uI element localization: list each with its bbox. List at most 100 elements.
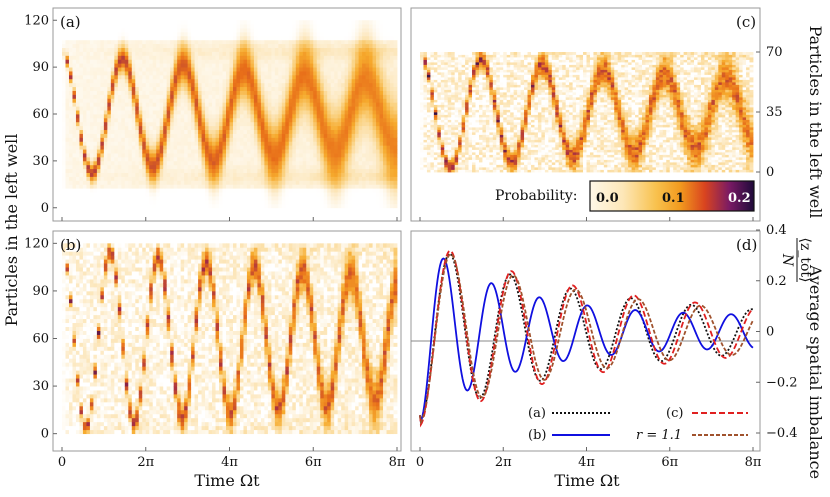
heat-cell xyxy=(393,133,398,138)
heat-cell xyxy=(299,31,304,37)
heat-cell xyxy=(337,156,342,162)
heat-cell xyxy=(212,188,216,193)
heat-cell xyxy=(334,137,339,142)
heat-cell xyxy=(180,90,185,95)
heat-cell xyxy=(159,203,164,209)
heat-cell xyxy=(302,137,307,142)
heat-cell xyxy=(93,176,98,181)
heat-cell xyxy=(138,43,143,48)
heat-cell xyxy=(341,39,346,45)
heat-cell xyxy=(250,71,255,76)
heat-cell xyxy=(257,71,262,76)
heat-cell xyxy=(365,145,370,150)
heat-cell xyxy=(62,199,66,205)
heat-cell xyxy=(173,121,178,127)
heat-cell xyxy=(358,59,363,64)
heat-cell xyxy=(65,180,70,185)
heat-cell xyxy=(271,176,276,181)
heat-cell xyxy=(110,59,115,64)
heat-cell xyxy=(281,141,286,146)
heat-cell xyxy=(348,86,353,91)
heat-cell xyxy=(219,145,223,150)
heat-cell xyxy=(306,145,311,150)
heat-cell xyxy=(253,114,258,119)
heat-cell xyxy=(82,362,87,367)
heat-cell xyxy=(86,153,91,158)
heat-cell xyxy=(215,82,220,88)
heat-cell xyxy=(341,90,346,95)
heat-cell xyxy=(351,110,356,115)
heat-cell xyxy=(72,421,77,427)
heat-cell xyxy=(369,137,373,142)
heat-cell xyxy=(135,153,140,158)
heat-cell xyxy=(334,106,339,111)
heat-cell xyxy=(180,121,185,127)
heat-cell xyxy=(330,188,335,193)
heat-cell xyxy=(86,386,91,391)
heat-cell xyxy=(229,114,234,119)
heat-cell xyxy=(62,98,66,103)
heat-cell xyxy=(348,55,353,60)
heat-cell xyxy=(65,405,70,411)
heat-cell xyxy=(313,78,318,84)
heat-cell xyxy=(152,149,157,154)
heat-cell xyxy=(145,184,150,189)
heat-cell xyxy=(344,145,349,150)
heat-cell xyxy=(309,137,314,142)
heat-cell xyxy=(281,28,286,33)
heat-cell xyxy=(205,71,209,76)
heat-cell xyxy=(212,63,216,68)
heat-cell xyxy=(72,114,77,119)
heat-cell xyxy=(236,82,241,88)
heat-cell xyxy=(232,176,237,181)
heat-cell xyxy=(65,168,70,173)
heat-cell xyxy=(173,125,178,131)
heat-cell xyxy=(149,86,154,91)
heat-cell xyxy=(393,55,398,60)
heat-cell xyxy=(208,125,213,131)
heat-cell xyxy=(82,374,87,379)
heat-cell xyxy=(323,78,328,84)
heat-cell xyxy=(62,397,66,403)
heat-cell xyxy=(62,346,66,351)
heat-cell xyxy=(82,394,87,399)
heat-cell xyxy=(194,114,199,119)
heat-cell xyxy=(86,149,91,154)
heat-cell xyxy=(110,43,115,48)
heat-cell xyxy=(222,86,227,91)
heat-cell xyxy=(163,106,168,111)
heat-cell xyxy=(75,172,80,177)
heat-cell xyxy=(295,121,300,127)
heat-cell xyxy=(236,51,241,56)
heat-cell xyxy=(170,63,175,68)
heat-cell xyxy=(100,121,105,127)
heat-cell xyxy=(156,129,161,134)
heat-cell xyxy=(117,31,122,37)
heat-cell xyxy=(138,71,143,76)
heat-cell xyxy=(117,90,122,95)
heat-cell xyxy=(75,176,80,181)
heat-cell xyxy=(229,196,234,201)
heat-cell xyxy=(222,24,227,29)
heat-cell xyxy=(159,121,164,127)
heat-cell xyxy=(198,31,202,37)
heat-cell xyxy=(323,35,328,41)
heat-cell xyxy=(145,82,150,88)
heat-cell xyxy=(267,141,272,146)
heat-cell xyxy=(173,20,178,25)
heat-cell xyxy=(142,82,147,88)
heat-cell xyxy=(372,102,377,107)
heat-cell xyxy=(334,153,339,158)
heat-cell xyxy=(306,71,311,76)
heat-cell xyxy=(348,203,353,209)
heat-cell xyxy=(79,63,84,68)
heat-cell xyxy=(124,47,129,52)
heat-cell xyxy=(180,35,185,41)
heat-cell xyxy=(163,172,168,177)
heat-cell xyxy=(264,31,269,37)
heat-cell xyxy=(327,176,332,181)
heat-cell xyxy=(253,63,258,68)
heat-cell xyxy=(121,110,126,115)
heat-cell xyxy=(184,102,189,107)
heat-cell xyxy=(351,67,356,72)
